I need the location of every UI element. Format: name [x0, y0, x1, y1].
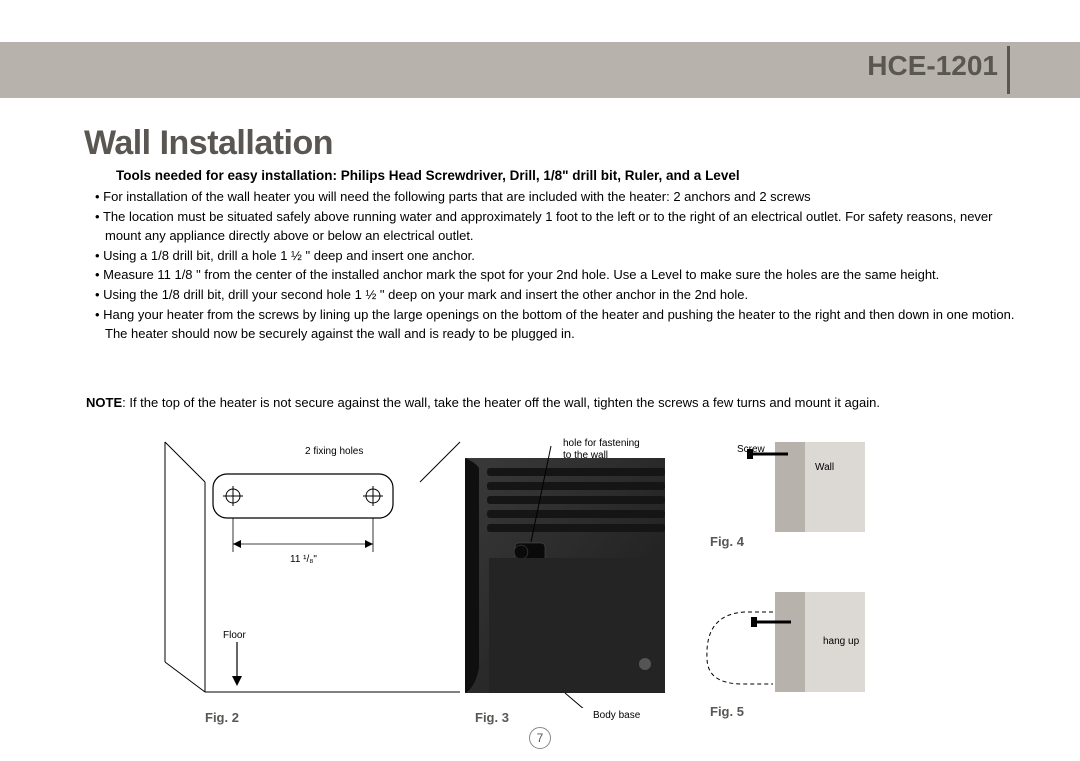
instruction-item: The location must be situated safely abo…: [95, 208, 1015, 246]
fig3-photo: [465, 438, 685, 708]
model-number: HCE-1201: [867, 50, 998, 82]
fig2-drawing: [145, 432, 465, 712]
fig2-anno-holes: 2 fixing holes: [305, 446, 363, 458]
instruction-item: Measure 11 1/8 " from the center of the …: [95, 266, 1015, 285]
fig4-screw: Screw: [737, 444, 765, 456]
fig3-label: Fig. 3: [475, 710, 509, 725]
instruction-item: Using the 1/8 drill bit, drill your seco…: [95, 286, 1015, 305]
model-separator: [1007, 46, 1010, 94]
instruction-item: Using a 1/8 drill bit, drill a hole 1 ½ …: [95, 247, 1015, 266]
instruction-item: For installation of the wall heater you …: [95, 188, 1015, 207]
figure-4-5: Screw Wall Fig. 4 hang up Fig. 5: [685, 432, 945, 722]
instruction-list: For installation of the wall heater you …: [95, 188, 1015, 345]
fig3-anno-body: Body base: [593, 710, 640, 722]
fig4-wall: Wall: [815, 462, 834, 474]
instruction-item: Hang your heater from the screws by lini…: [95, 306, 1015, 344]
note-label: NOTE: [86, 395, 122, 410]
fig2-floor: Floor: [223, 630, 246, 642]
fig2-dimension: 11 ¹/₈": [290, 554, 317, 566]
fig45-drawing: [685, 432, 945, 722]
fig5-hang: hang up: [823, 636, 859, 648]
figures: 2 fixing holes 11 ¹/₈" Floor Fig. 2: [145, 432, 1045, 742]
note-text: : If the top of the heater is not secure…: [122, 395, 880, 410]
note: NOTE: If the top of the heater is not se…: [86, 395, 1016, 410]
page-title: Wall Installation: [84, 124, 333, 163]
tools-needed: Tools needed for easy installation: Phil…: [116, 168, 740, 183]
fig5-label: Fig. 5: [710, 704, 744, 719]
fig3-anno-hole: hole for fastening to the wall: [563, 438, 640, 462]
page-number: 7: [529, 727, 551, 749]
figure-2: 2 fixing holes 11 ¹/₈" Floor Fig. 2: [145, 432, 465, 712]
fig2-label: Fig. 2: [205, 710, 239, 725]
fig4-label: Fig. 4: [710, 534, 744, 549]
